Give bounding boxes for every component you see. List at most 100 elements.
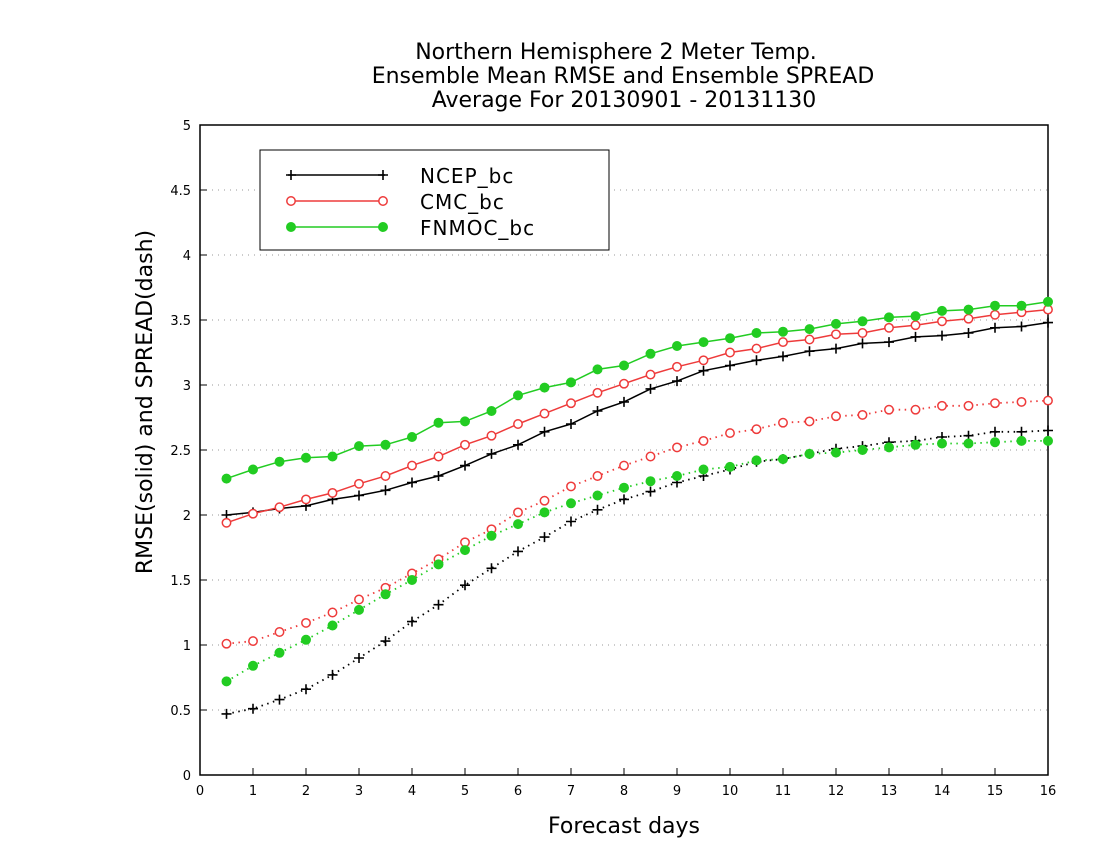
ncep-bc-rmse-point bbox=[751, 355, 762, 366]
legend-items bbox=[286, 170, 388, 232]
x-tick-label: 7 bbox=[567, 784, 575, 799]
cmc-bc-rmse-point bbox=[380, 471, 391, 481]
cmc-bc-spread-point bbox=[804, 416, 815, 427]
legend-marker-cmc-bc bbox=[286, 196, 296, 206]
x-tick-label: 5 bbox=[461, 784, 469, 799]
fnmoc-bc-spread-point bbox=[831, 447, 841, 458]
ncep-bc-spread-point bbox=[248, 703, 258, 714]
cmc-bc-spread-point bbox=[592, 471, 603, 481]
ncep-bc-rmse-point bbox=[831, 343, 841, 354]
cmc-bc-spread-point bbox=[672, 442, 682, 453]
fnmoc-bc-rmse-point bbox=[857, 316, 868, 327]
y-tick-label: 1 bbox=[183, 639, 191, 654]
cmc-bc-rmse-point bbox=[698, 355, 709, 366]
fnmoc-bc-spread-point bbox=[672, 471, 682, 481]
fnmoc-bc-rmse-point bbox=[354, 441, 364, 452]
fnmoc-bc-spread-point bbox=[1016, 435, 1027, 446]
cmc-bc-rmse-point bbox=[592, 387, 603, 398]
ncep-bc-rmse-point bbox=[566, 419, 576, 429]
fnmoc-bc-spread-point bbox=[778, 454, 788, 465]
y-tick-label: 4.5 bbox=[170, 184, 191, 199]
fnmoc-bc-spread-point bbox=[327, 620, 338, 631]
ncep-bc-spread-point bbox=[460, 580, 470, 591]
chart-title: Northern Hemisphere 2 Meter Temp. Ensemb… bbox=[372, 40, 875, 113]
cmc-bc-rmse-point bbox=[937, 316, 947, 327]
ncep-bc-spread-point bbox=[592, 504, 603, 515]
x-tick-label: 14 bbox=[934, 784, 951, 799]
fnmoc-bc-spread-line bbox=[226, 439, 1048, 683]
fnmoc-bc-spread-point bbox=[539, 507, 550, 518]
fnmoc-bc-rmse-point bbox=[619, 360, 629, 371]
ncep-bc-rmse-point bbox=[725, 360, 735, 371]
fnmoc-bc-rmse-point bbox=[301, 452, 311, 463]
legend-box bbox=[259, 149, 610, 251]
ncep-bc-spread-point bbox=[380, 636, 391, 647]
fnmoc-bc-spread-point bbox=[698, 464, 709, 475]
cmc-bc-rmse-point bbox=[486, 430, 497, 441]
cmc-bc-rmse-point bbox=[804, 334, 815, 345]
legend-label-cmc: CMC_bc bbox=[420, 190, 505, 214]
ncep-bc-rmse-point bbox=[804, 346, 815, 357]
y-tick-label: 5 bbox=[183, 119, 191, 134]
cmc-bc-rmse-point bbox=[513, 419, 523, 429]
cmc-bc-spread-point bbox=[751, 424, 762, 435]
cmc-bc-rmse-point bbox=[433, 451, 444, 462]
ncep-bc-spread-point bbox=[274, 694, 285, 705]
x-tick-label: 15 bbox=[987, 784, 1004, 799]
cmc-bc-spread-point bbox=[990, 398, 1000, 409]
cmc-bc-rmse-point bbox=[248, 508, 258, 519]
cmc-bc-rmse-point bbox=[963, 313, 974, 324]
fnmoc-bc-rmse-point bbox=[831, 318, 841, 329]
legend-marker-cmc-bc bbox=[378, 196, 388, 206]
fnmoc-bc-rmse-point bbox=[884, 312, 894, 323]
cmc-bc-rmse-point bbox=[884, 322, 894, 333]
fnmoc-bc-rmse-point bbox=[804, 324, 815, 335]
ncep-bc-spread-point bbox=[513, 546, 523, 557]
fnmoc-bc-rmse-point bbox=[513, 390, 523, 401]
fnmoc-bc-rmse-point bbox=[1016, 300, 1027, 311]
fnmoc-bc-rmse-point bbox=[672, 341, 682, 351]
title-line-3: Average For 20130901 - 20131130 bbox=[432, 88, 817, 113]
y-tick-label: 1.5 bbox=[170, 574, 191, 589]
cmc-bc-rmse-point bbox=[672, 361, 682, 372]
ncep-bc-rmse-point bbox=[513, 439, 523, 450]
y-tick-label: 3.5 bbox=[170, 314, 191, 329]
fnmoc-bc-spread-point bbox=[592, 490, 603, 501]
fnmoc-bc-spread-point bbox=[884, 442, 894, 453]
cmc-bc-rmse-point bbox=[619, 378, 629, 389]
ncep-bc-rmse-point bbox=[433, 471, 444, 481]
cmc-bc-rmse-point bbox=[301, 494, 311, 505]
cmc-bc-rmse-point bbox=[751, 343, 762, 354]
y-tick-label: 0 bbox=[183, 769, 191, 784]
cmc-bc-spread-point bbox=[698, 435, 709, 446]
x-tick-label: 10 bbox=[722, 784, 739, 799]
cmc-bc-rmse-point bbox=[857, 328, 868, 338]
cmc-bc-rmse-point bbox=[407, 460, 417, 471]
cmc-bc-spread-point bbox=[884, 404, 894, 415]
cmc-bc-rmse-point bbox=[274, 502, 285, 513]
ncep-bc-rmse-point bbox=[619, 396, 629, 407]
fnmoc-bc-rmse-point bbox=[221, 473, 232, 484]
cmc-bc-spread-point bbox=[778, 417, 788, 428]
fnmoc-bc-spread-point bbox=[990, 437, 1000, 448]
cmc-bc-spread-point bbox=[645, 451, 656, 462]
fnmoc-bc-rmse-point bbox=[645, 348, 656, 359]
ncep-bc-rmse-point bbox=[910, 331, 921, 342]
ncep-bc-rmse-line bbox=[226, 321, 1049, 516]
cmc-bc-rmse-point bbox=[831, 329, 841, 340]
fnmoc-bc-rmse-point bbox=[327, 451, 338, 462]
x-tick-label: 8 bbox=[620, 784, 628, 799]
title-line-2: Ensemble Mean RMSE and Ensemble SPREAD bbox=[372, 64, 875, 89]
fnmoc-bc-spread-point bbox=[513, 519, 523, 530]
cmc-bc-spread-point bbox=[327, 607, 338, 618]
fnmoc-bc-rmse-point bbox=[963, 304, 974, 315]
ncep-bc-rmse-point bbox=[698, 365, 709, 376]
y-tick-label: 0.5 bbox=[170, 704, 191, 719]
ncep-bc-rmse-point bbox=[963, 328, 974, 338]
legend-label-ncep: NCEP_bc bbox=[420, 164, 514, 188]
cmc-bc-spread-point bbox=[539, 495, 550, 506]
y-tick-label: 2.5 bbox=[170, 444, 191, 459]
x-tick-label: 12 bbox=[828, 784, 845, 799]
cmc-bc-rmse-point bbox=[990, 309, 1000, 320]
